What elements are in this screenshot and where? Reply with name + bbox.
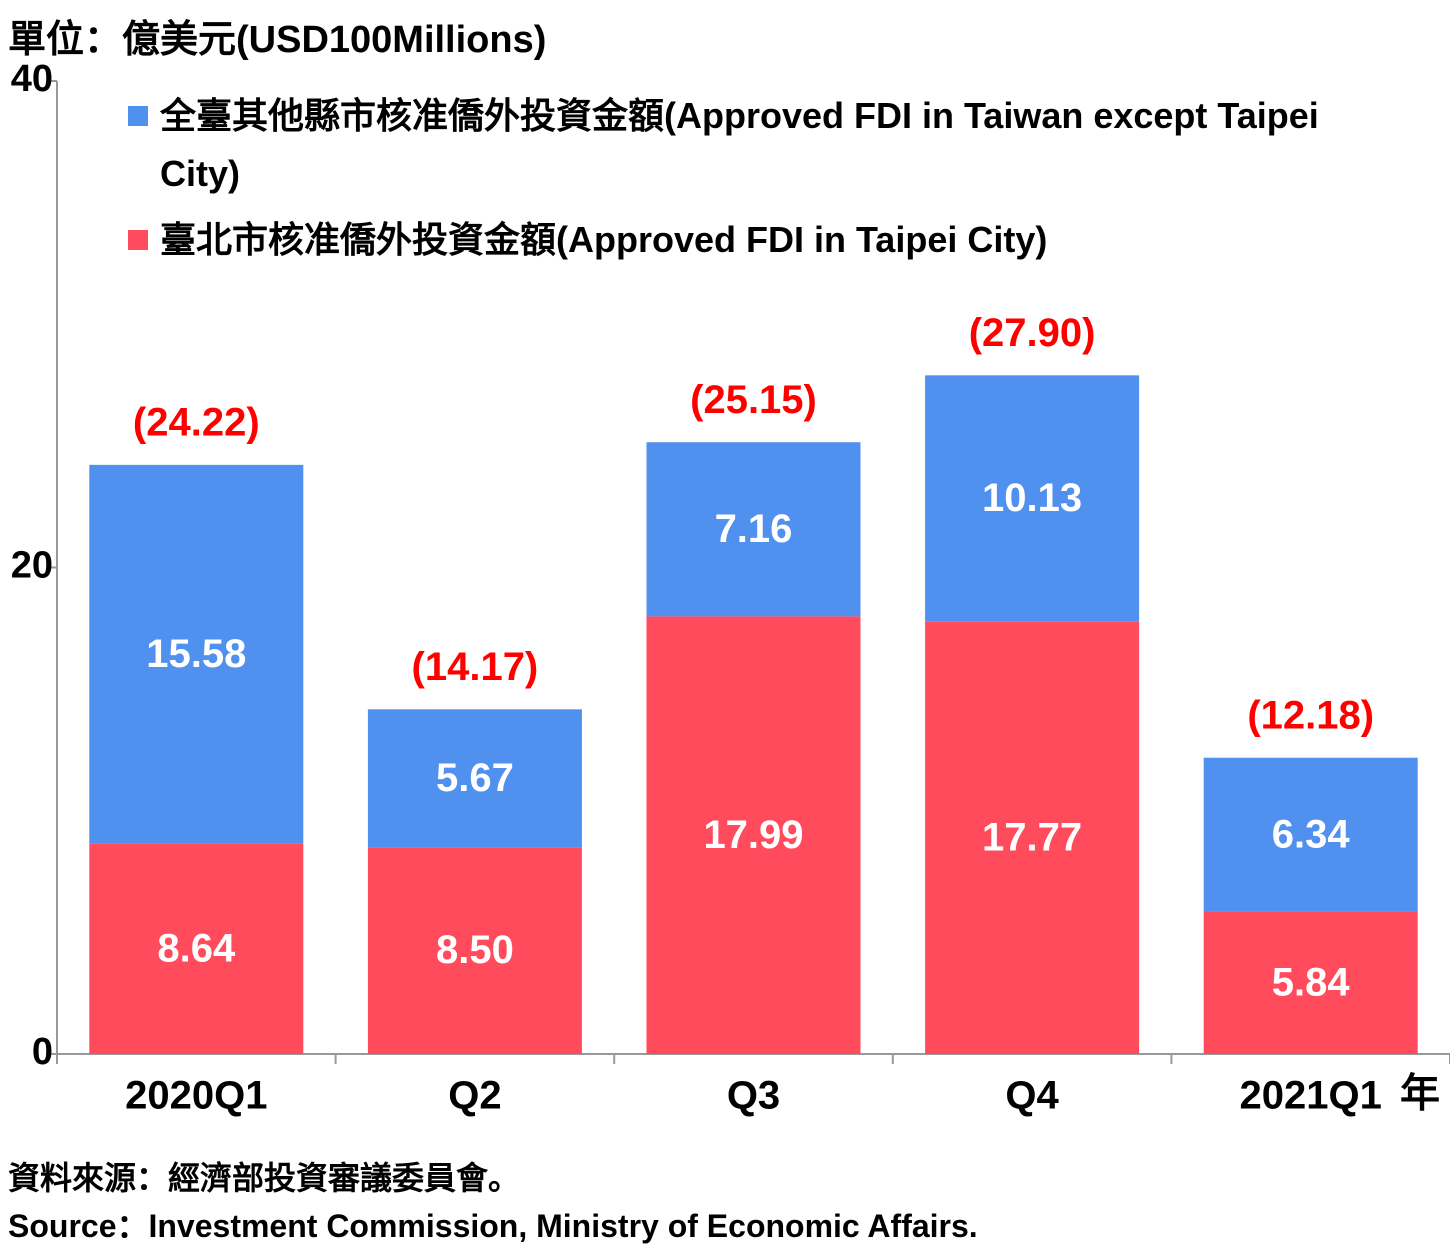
x-tick-label: Q4 — [1005, 1074, 1059, 1118]
total-label: (14.17) — [412, 645, 539, 689]
x-tick-label: 2020Q1 — [125, 1074, 267, 1118]
total-label: (12.18) — [1247, 693, 1374, 737]
value-label: 10.13 — [982, 476, 1082, 520]
value-label: 8.50 — [436, 928, 514, 972]
legend-label: 全臺其他縣市核准僑外投資金額(Approved FDI in Taiwan ex… — [160, 95, 1319, 194]
x-tick-label: Q3 — [727, 1074, 780, 1118]
y-tick-label: 40 — [11, 58, 53, 100]
bar-segment — [646, 616, 861, 1054]
value-label: 17.99 — [703, 813, 803, 857]
y-tick-label: 0 — [32, 1031, 53, 1073]
legend-swatch — [128, 106, 148, 126]
value-label: 17.77 — [982, 815, 1082, 859]
total-label: (27.90) — [969, 311, 1096, 355]
source-en: Source：Investment Commission, Ministry o… — [8, 1208, 978, 1244]
bar-segment — [89, 464, 304, 844]
bar-segment — [1203, 757, 1418, 912]
total-label: (25.15) — [690, 378, 817, 422]
y-tick-label: 20 — [11, 545, 53, 587]
bar-segment — [1203, 911, 1418, 1054]
value-label: 15.58 — [146, 632, 246, 676]
bar-segment — [925, 375, 1140, 622]
bar-segment — [89, 843, 304, 1054]
total-label: (24.22) — [133, 400, 260, 444]
legend-swatch — [128, 230, 148, 250]
bar-segment — [367, 847, 582, 1054]
unit-label: 單位：億美元(USD100Millions) — [8, 19, 547, 61]
value-label: 6.34 — [1272, 812, 1351, 856]
value-label: 8.64 — [157, 926, 236, 970]
bar-segment — [367, 709, 582, 848]
value-label: 5.84 — [1272, 961, 1351, 1005]
legend-item: 臺北市核准僑外投資金額(Approved FDI in Taipei City) — [128, 211, 1388, 269]
value-label: 7.16 — [715, 507, 793, 551]
x-tick-label: Q2 — [448, 1074, 501, 1118]
bar-segment — [925, 621, 1140, 1054]
bar-segment — [646, 442, 861, 617]
legend-item: 全臺其他縣市核准僑外投資金額(Approved FDI in Taiwan ex… — [128, 87, 1388, 203]
value-label: 5.67 — [436, 756, 514, 800]
x-axis-label: 年 — [1400, 1072, 1440, 1116]
legend-label: 臺北市核准僑外投資金額(Approved FDI in Taipei City) — [160, 219, 1048, 260]
x-tick-label: 2021Q1 — [1240, 1074, 1382, 1118]
source-zh: 資料來源：經濟部投資審議委員會。 — [8, 1160, 521, 1196]
